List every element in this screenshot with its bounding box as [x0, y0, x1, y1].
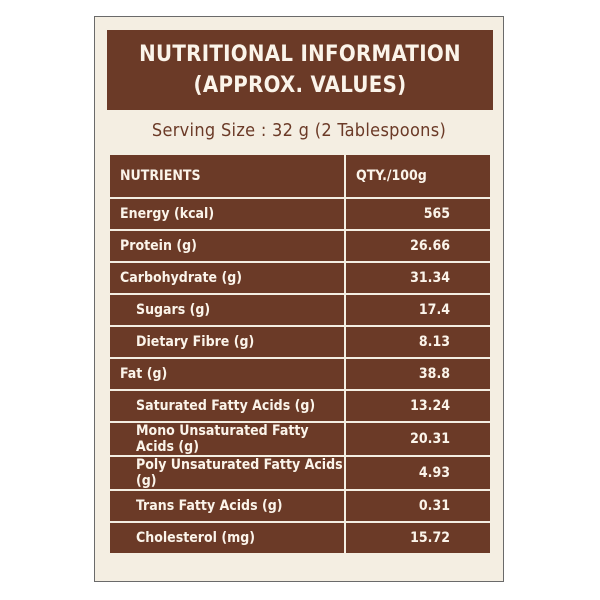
- nutrient-value: 17.4: [344, 293, 492, 327]
- title-banner: NUTRITIONAL INFORMATION (APPROX. VALUES): [107, 30, 493, 110]
- title-line-2: (APPROX. VALUES): [193, 73, 407, 98]
- nutrient-name: Carbohydrate (g): [108, 261, 346, 295]
- nutrient-value: 20.31: [344, 421, 492, 457]
- nutrient-value: 4.93: [344, 455, 492, 491]
- nutrient-name: Trans Fatty Acids (g): [108, 489, 346, 523]
- nutrition-label: NUTRITIONAL INFORMATION (APPROX. VALUES)…: [94, 16, 504, 582]
- table-row: Carbohydrate (g) 31.34: [108, 261, 492, 295]
- table-row: Saturated Fatty Acids (g) 13.24: [108, 389, 492, 423]
- nutrient-value: 13.24: [344, 389, 492, 423]
- header-quantity: QTY./100g: [344, 153, 492, 199]
- table-row: Protein (g) 26.66: [108, 229, 492, 263]
- table-header-row: NUTRIENTS QTY./100g: [108, 153, 492, 199]
- nutrient-name: Saturated Fatty Acids (g): [108, 389, 346, 423]
- nutrient-value: 26.66: [344, 229, 492, 263]
- nutrient-value: 565: [344, 197, 492, 231]
- nutrient-name: Energy (kcal): [108, 197, 346, 231]
- nutrient-name: Cholesterol (mg): [108, 521, 346, 555]
- nutrient-name: Protein (g): [108, 229, 346, 263]
- nutrient-value: 31.34: [344, 261, 492, 295]
- nutrient-name: Sugars (g): [108, 293, 346, 327]
- table-row: Sugars (g) 17.4: [108, 293, 492, 327]
- table-row: Poly Unsaturated Fatty Acids (g) 4.93: [108, 455, 492, 491]
- table-row: Trans Fatty Acids (g) 0.31: [108, 489, 492, 523]
- nutrient-value: 0.31: [344, 489, 492, 523]
- table-row: Cholesterol (mg) 15.72: [108, 521, 492, 555]
- header-nutrients: NUTRIENTS: [108, 153, 346, 199]
- serving-size: Serving Size : 32 g (2 Tablespoons): [151, 120, 447, 141]
- nutrient-name: Poly Unsaturated Fatty Acids (g): [108, 455, 346, 491]
- title-line-1: NUTRITIONAL INFORMATION: [139, 42, 461, 67]
- table-row: Fat (g) 38.8: [108, 357, 492, 391]
- nutrition-table: NUTRIENTS QTY./100g Energy (kcal) 565 Prot…: [108, 153, 492, 555]
- nutrient-value: 8.13: [344, 325, 492, 359]
- nutrient-name: Mono Unsaturated Fatty Acids (g): [108, 421, 346, 457]
- nutrient-value: 38.8: [344, 357, 492, 391]
- table-row: Energy (kcal) 565: [108, 197, 492, 231]
- nutrient-name: Dietary Fibre (g): [108, 325, 346, 359]
- nutrient-value: 15.72: [344, 521, 492, 555]
- table-row: Mono Unsaturated Fatty Acids (g) 20.31: [108, 421, 492, 457]
- nutrient-name: Fat (g): [108, 357, 346, 391]
- table-row: Dietary Fibre (g) 8.13: [108, 325, 492, 359]
